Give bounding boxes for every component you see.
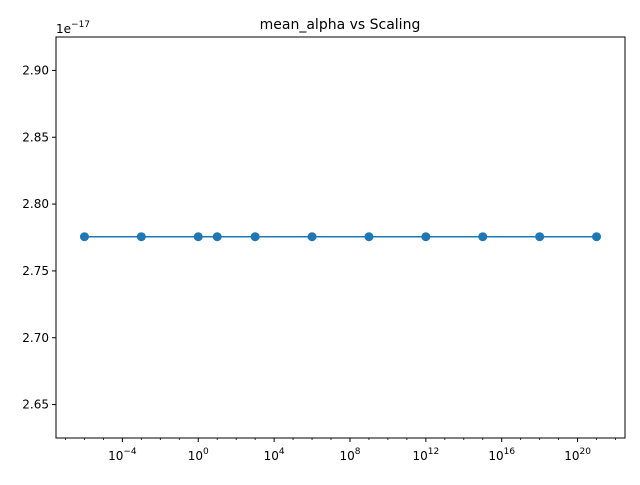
x-tick-label-base: 10 (488, 449, 503, 463)
data-point (136, 232, 146, 242)
data-point (79, 232, 89, 242)
data-point (478, 232, 488, 242)
x-tick-label-exponent: 12 (428, 447, 439, 457)
y-tick-label: 2.70 (22, 331, 49, 345)
x-tick-label-base: 10 (412, 449, 427, 463)
data-point (307, 232, 317, 242)
data-point (421, 232, 431, 242)
y-tick-label: 2.90 (22, 63, 49, 77)
data-point (592, 232, 602, 242)
x-tick-label: 100 (188, 447, 209, 463)
x-tick-label-base: 10 (264, 449, 279, 463)
y-offset-exponent: −17 (71, 20, 90, 30)
y-tick-label: 2.80 (22, 197, 49, 211)
x-tick-label-base: 10 (564, 449, 579, 463)
data-point (250, 232, 260, 242)
x-tick-label: 10−4 (108, 447, 137, 463)
x-tick-label-exponent: 20 (579, 447, 591, 457)
data-point (193, 232, 203, 242)
x-tick-label: 104 (264, 447, 285, 463)
x-tick-label-exponent: −4 (123, 447, 137, 457)
x-tick-label: 108 (339, 447, 360, 463)
y-offset-base: 1e (56, 22, 71, 36)
x-tick-label-base: 10 (188, 449, 203, 463)
x-tick-label: 1016 (488, 447, 515, 463)
data-point (535, 232, 545, 242)
x-tick-label-base: 10 (339, 449, 354, 463)
x-tick-label-exponent: 0 (203, 447, 209, 457)
ticks-layer: 10−4 100 104 108 1012 1016 10202.652.702.752.8… (22, 63, 616, 463)
x-tick-label: 1012 (412, 447, 439, 463)
y-tick-label: 2.85 (22, 130, 49, 144)
x-tick-label-exponent: 8 (355, 447, 361, 457)
y-tick-label: 2.75 (22, 264, 49, 278)
y-tick-label: 2.65 (22, 398, 49, 412)
chart-title: mean_alpha vs Scaling (260, 17, 421, 33)
data-point (364, 232, 374, 242)
x-tick-label-exponent: 16 (504, 447, 516, 457)
plot-area-frame (55, 36, 626, 439)
x-tick-label-exponent: 4 (279, 447, 285, 457)
x-tick-label-base: 10 (108, 449, 123, 463)
y-axis-offset-label: 1e−17 (56, 20, 90, 36)
x-tick-label: 1020 (564, 447, 591, 463)
series-layer (79, 232, 602, 242)
data-point (212, 232, 222, 242)
